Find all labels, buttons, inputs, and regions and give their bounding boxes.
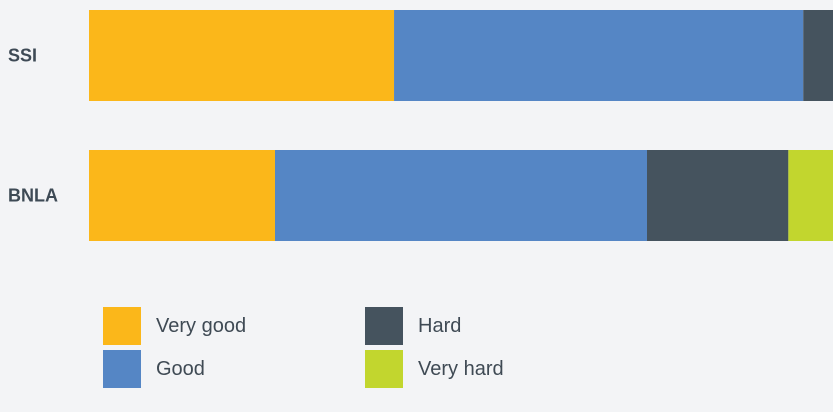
- legend-swatch-hard: [365, 307, 403, 345]
- bar-bnla-very-hard: [788, 150, 833, 241]
- category-label-ssi: SSI: [8, 46, 37, 66]
- legend-label-very-good: Very good: [156, 314, 247, 337]
- legend-item-very-good: Very good: [103, 307, 246, 345]
- category-label-bnla: BNLA: [8, 186, 58, 206]
- bar-bnla-very-good: [89, 150, 275, 241]
- bars-group: [89, 10, 833, 241]
- legend-label-very-hard: Very hard: [418, 357, 504, 380]
- legend-label-hard: Hard: [418, 314, 462, 337]
- bar-ssi-very-good: [89, 10, 395, 101]
- bar-ssi-good: [394, 10, 804, 101]
- legend-swatch-very-hard: [365, 350, 403, 388]
- bar-bnla-good: [275, 150, 647, 241]
- legend: Very good Good Hard Very hard: [103, 305, 623, 405]
- legend-label-good: Good: [156, 357, 205, 380]
- legend-swatch-very-good: [103, 307, 141, 345]
- legend-item-hard: Hard: [365, 307, 461, 345]
- bar-bnla-hard: [647, 150, 789, 241]
- legend-item-good: Good: [103, 350, 205, 388]
- bar-ssi-hard: [803, 10, 833, 101]
- category-labels: SSI BNLA: [8, 46, 58, 206]
- legend-item-very-hard: Very hard: [365, 350, 504, 388]
- legend-swatch-good: [103, 350, 141, 388]
